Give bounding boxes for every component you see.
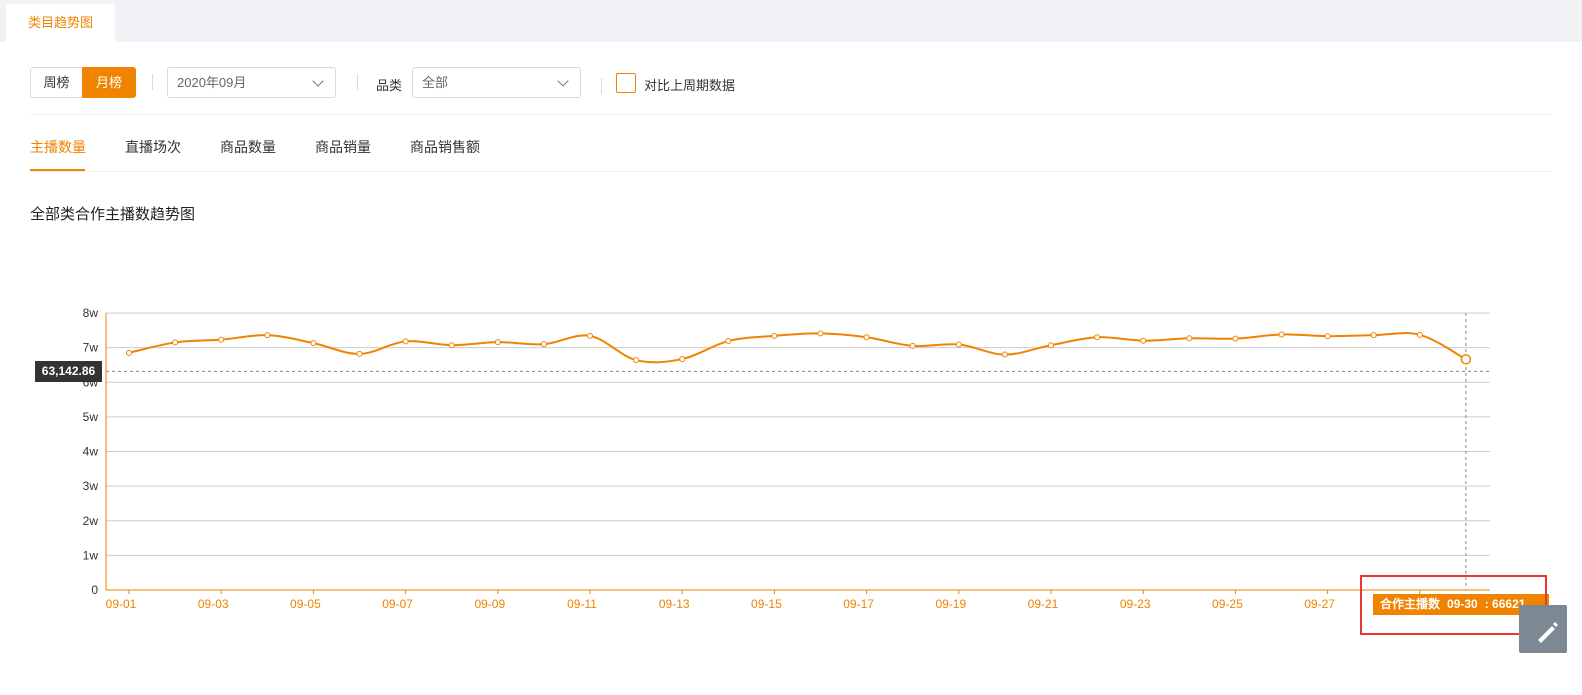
data-point (1140, 337, 1147, 344)
data-point (909, 342, 916, 349)
divider (30, 171, 1552, 172)
tab-category-trend[interactable]: 类目趋势图 (6, 4, 115, 42)
tab-product-sales[interactable]: 商品销量 (315, 139, 371, 155)
data-point (310, 340, 317, 347)
crosshair-value-label: 63,142.86 (35, 361, 102, 382)
series-line-streamers (128, 332, 1467, 364)
x-tick-label: 09-01 (106, 597, 137, 611)
divider (30, 114, 1552, 115)
x-tick-label: 09-05 (290, 597, 321, 611)
tooltip-date: 09-30 (1447, 597, 1478, 611)
period-select-value: 2020年09月 (177, 75, 247, 90)
toolbar-divider (601, 78, 602, 94)
tab-streamer-count[interactable]: 主播数量 (30, 139, 86, 155)
x-tick-label: 09-23 (1120, 597, 1151, 611)
compare-checkbox[interactable] (616, 73, 636, 93)
y-tick-label: 8w (83, 306, 99, 320)
data-point (817, 330, 824, 337)
category-select-value: 全部 (422, 75, 449, 90)
data-point (1324, 333, 1331, 340)
tab-live-sessions[interactable]: 直播场次 (125, 139, 181, 155)
main-panel (0, 42, 1582, 695)
data-point (587, 332, 593, 339)
x-tick-label: 09-27 (1304, 597, 1335, 611)
x-tick-label: 09-11 (567, 597, 597, 611)
data-point (172, 339, 179, 346)
toolbar-divider (152, 74, 153, 90)
data-point (771, 332, 778, 339)
x-tick-label: 09-15 (751, 597, 782, 611)
tab-product-count[interactable]: 商品数量 (220, 139, 276, 155)
data-point (863, 334, 870, 341)
x-tick-label: 09-21 (1028, 597, 1059, 611)
compare-checkbox-label[interactable]: 对比上周期数据 (644, 78, 736, 93)
data-point (126, 349, 132, 356)
y-tick-label: 7w (83, 341, 99, 355)
y-tick-label: 4w (83, 445, 99, 459)
data-point-active (1460, 354, 1472, 365)
data-point (1186, 335, 1193, 342)
edit-icon (1538, 622, 1558, 643)
chart-title: 全部类合作主播数趋势图 (30, 206, 196, 223)
data-point (540, 341, 547, 348)
toolbar-divider (357, 74, 358, 90)
data-point (218, 336, 225, 343)
data-point (679, 356, 686, 363)
data-point (1001, 351, 1008, 358)
x-tick-label: 09-19 (935, 597, 966, 611)
data-point (1232, 335, 1239, 342)
tooltip-series: 合作主播数 (1380, 597, 1441, 611)
tooltip-value: : 66621 (1484, 597, 1526, 611)
data-point (264, 332, 271, 339)
data-point (494, 339, 501, 346)
y-tick-label: 2w (83, 514, 99, 528)
weekly-rank-button[interactable]: 周榜 (30, 67, 83, 98)
x-tick-label: 09-09 (474, 597, 505, 611)
x-tick-label: 09-17 (843, 597, 874, 611)
data-point (1370, 332, 1377, 339)
tab-sales-amount[interactable]: 商品销售额 (410, 139, 480, 155)
data-point (955, 341, 962, 348)
x-tick-label: 09-03 (198, 597, 229, 611)
data-point (1278, 331, 1285, 338)
top-tab-bar: 类目趋势图 (0, 0, 1582, 42)
monthly-rank-button[interactable]: 月榜 (82, 67, 136, 98)
data-point (1416, 331, 1423, 338)
x-tick-label: 09-13 (659, 597, 690, 611)
chart-tooltip: 合作主播数 09-30 : 66621 (1373, 594, 1549, 615)
data-point (356, 350, 363, 357)
y-tick-label: 5w (83, 410, 99, 424)
data-point (448, 342, 455, 349)
x-tick-label: 09-07 (382, 597, 413, 611)
x-tick-label: 09-25 (1212, 597, 1243, 611)
data-point (1048, 342, 1054, 349)
category-select[interactable]: 全部 (412, 67, 581, 98)
y-tick-label: 1w (83, 548, 99, 562)
y-tick-label: 3w (83, 479, 99, 493)
category-label: 品类 (376, 78, 403, 93)
data-point (633, 357, 640, 364)
data-point (725, 338, 732, 345)
period-select[interactable]: 2020年09月 (167, 67, 336, 98)
active-tab-indicator (30, 169, 85, 171)
y-tick-label: 0 (91, 583, 98, 597)
edit-button[interactable] (1519, 605, 1567, 653)
data-point (402, 338, 409, 345)
data-point (1094, 334, 1101, 341)
